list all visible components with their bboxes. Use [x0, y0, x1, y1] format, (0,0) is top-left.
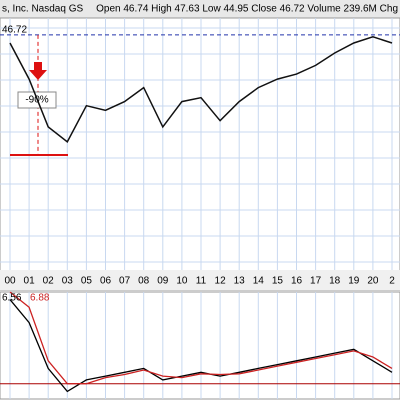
x-tick-label: 00 — [4, 276, 16, 287]
x-tick-label: 09 — [157, 276, 169, 287]
x-tick-label: 13 — [234, 276, 246, 287]
x-tick-label: 10 — [176, 276, 188, 287]
x-axis-band — [0, 270, 400, 290]
x-tick-label: 14 — [253, 276, 265, 287]
drop-arrow — [29, 62, 47, 80]
x-tick-label: 2 — [389, 276, 395, 287]
chart-title: s, Inc. Nasdaq GS — [2, 4, 83, 15]
x-tick-label: 20 — [367, 276, 379, 287]
x-tick-label: 01 — [24, 276, 36, 287]
x-tick-label: 08 — [138, 276, 150, 287]
legend-value: 6.88 — [30, 293, 50, 304]
header-bar — [0, 0, 400, 18]
series-line — [9, 291, 393, 385]
x-tick-label: 15 — [272, 276, 284, 287]
quote-line: Open 46.74 High 47.63 Low 44.95 Close 46… — [96, 4, 398, 15]
series-line — [9, 299, 393, 393]
x-tick-label: 06 — [100, 276, 112, 287]
x-tick-label: 11 — [196, 276, 207, 287]
x-tick-label: 02 — [43, 276, 55, 287]
peak-label: 46.72 — [2, 25, 27, 36]
x-tick-label: 16 — [291, 276, 303, 287]
x-tick-label: 07 — [119, 276, 131, 287]
x-tick-label: 12 — [215, 276, 227, 287]
x-tick-label: 17 — [310, 276, 322, 287]
indicator-pane — [0, 291, 400, 400]
x-tick-label: 19 — [348, 276, 360, 287]
legend-value: 6.56 — [2, 293, 22, 304]
x-tick-label: 03 — [62, 276, 74, 287]
series-line — [9, 36, 393, 144]
x-tick-label: 05 — [81, 276, 93, 287]
x-tick-label: 18 — [329, 276, 341, 287]
